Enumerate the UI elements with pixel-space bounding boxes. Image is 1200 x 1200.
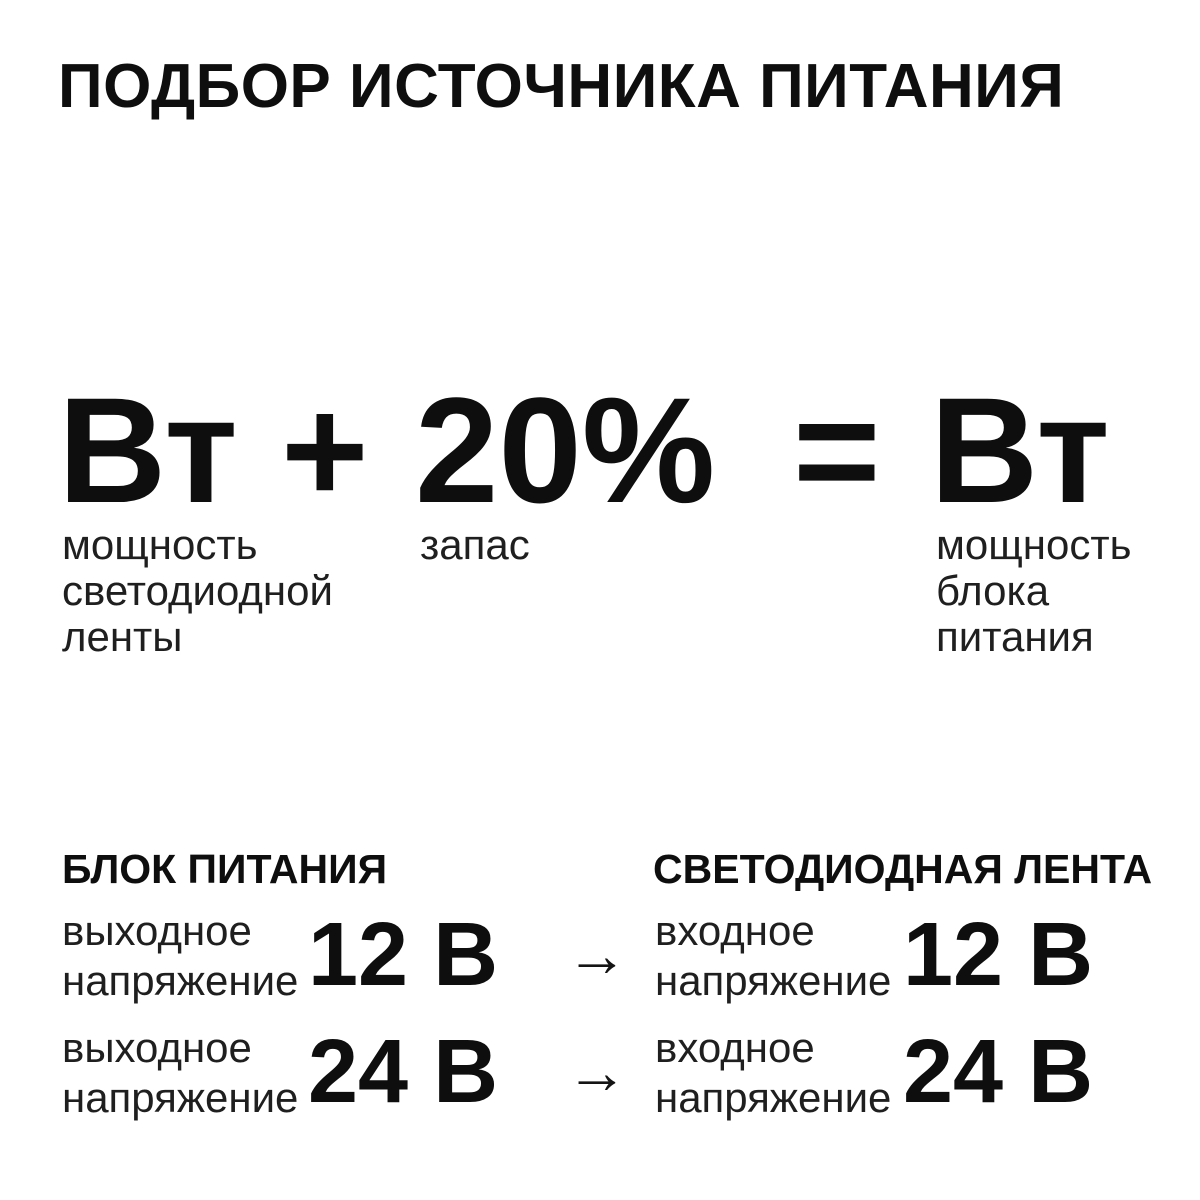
- caption-line: мощность: [62, 521, 258, 568]
- label-line: входное: [655, 1024, 815, 1071]
- caption-line: запас: [420, 521, 530, 568]
- label-line: напряжение: [655, 957, 892, 1004]
- psu-section-header: БЛОК ПИТАНИЯ: [62, 846, 388, 892]
- led-strip-section-header: СВЕТОДИОДНАЯ ЛЕНТА: [653, 846, 1153, 892]
- plus-operator: +: [281, 366, 369, 534]
- caption-line: блока: [936, 567, 1050, 614]
- output-voltage-value: 24 В: [308, 1022, 499, 1123]
- caption-line: питания: [936, 613, 1094, 660]
- caption-line: светодиодной: [62, 567, 333, 614]
- label-line: напряжение: [62, 957, 299, 1004]
- psu-power-caption: мощность блока питания: [936, 522, 1131, 660]
- label-line: входное: [655, 907, 815, 954]
- formula-led-power-value: Вт: [58, 366, 238, 534]
- label-line: выходное: [62, 1024, 252, 1071]
- output-voltage-label: выходное напряжение: [62, 1023, 308, 1123]
- caption-line: ленты: [62, 613, 183, 660]
- page-title: ПОДБОР ИСТОЧНИКА ПИТАНИЯ: [58, 52, 1065, 121]
- input-voltage-label: входное напряжение: [655, 1023, 903, 1123]
- arrow-right-icon: →: [566, 1038, 628, 1107]
- caption-line: мощность: [936, 521, 1132, 568]
- voltage-row-12v: выходное напряжение 12 В → входное напря…: [62, 906, 1138, 1006]
- formula-margin-value: 20%: [415, 366, 716, 534]
- voltage-row-24v: выходное напряжение 24 В → входное напря…: [62, 1023, 1138, 1123]
- label-line: выходное: [62, 907, 252, 954]
- margin-caption: запас: [420, 522, 530, 568]
- label-line: напряжение: [655, 1074, 892, 1121]
- label-line: напряжение: [62, 1074, 299, 1121]
- input-voltage-label: входное напряжение: [655, 906, 903, 1006]
- equals-operator: =: [793, 366, 881, 534]
- output-voltage-value: 12 В: [308, 905, 499, 1006]
- input-voltage-value: 12 В: [903, 905, 1094, 1006]
- formula-psu-power-value: Вт: [930, 366, 1110, 534]
- input-voltage-value: 24 В: [903, 1022, 1094, 1123]
- arrow-right-icon: →: [566, 921, 628, 990]
- led-power-caption: мощность светодиодной ленты: [62, 522, 333, 660]
- output-voltage-label: выходное напряжение: [62, 906, 308, 1006]
